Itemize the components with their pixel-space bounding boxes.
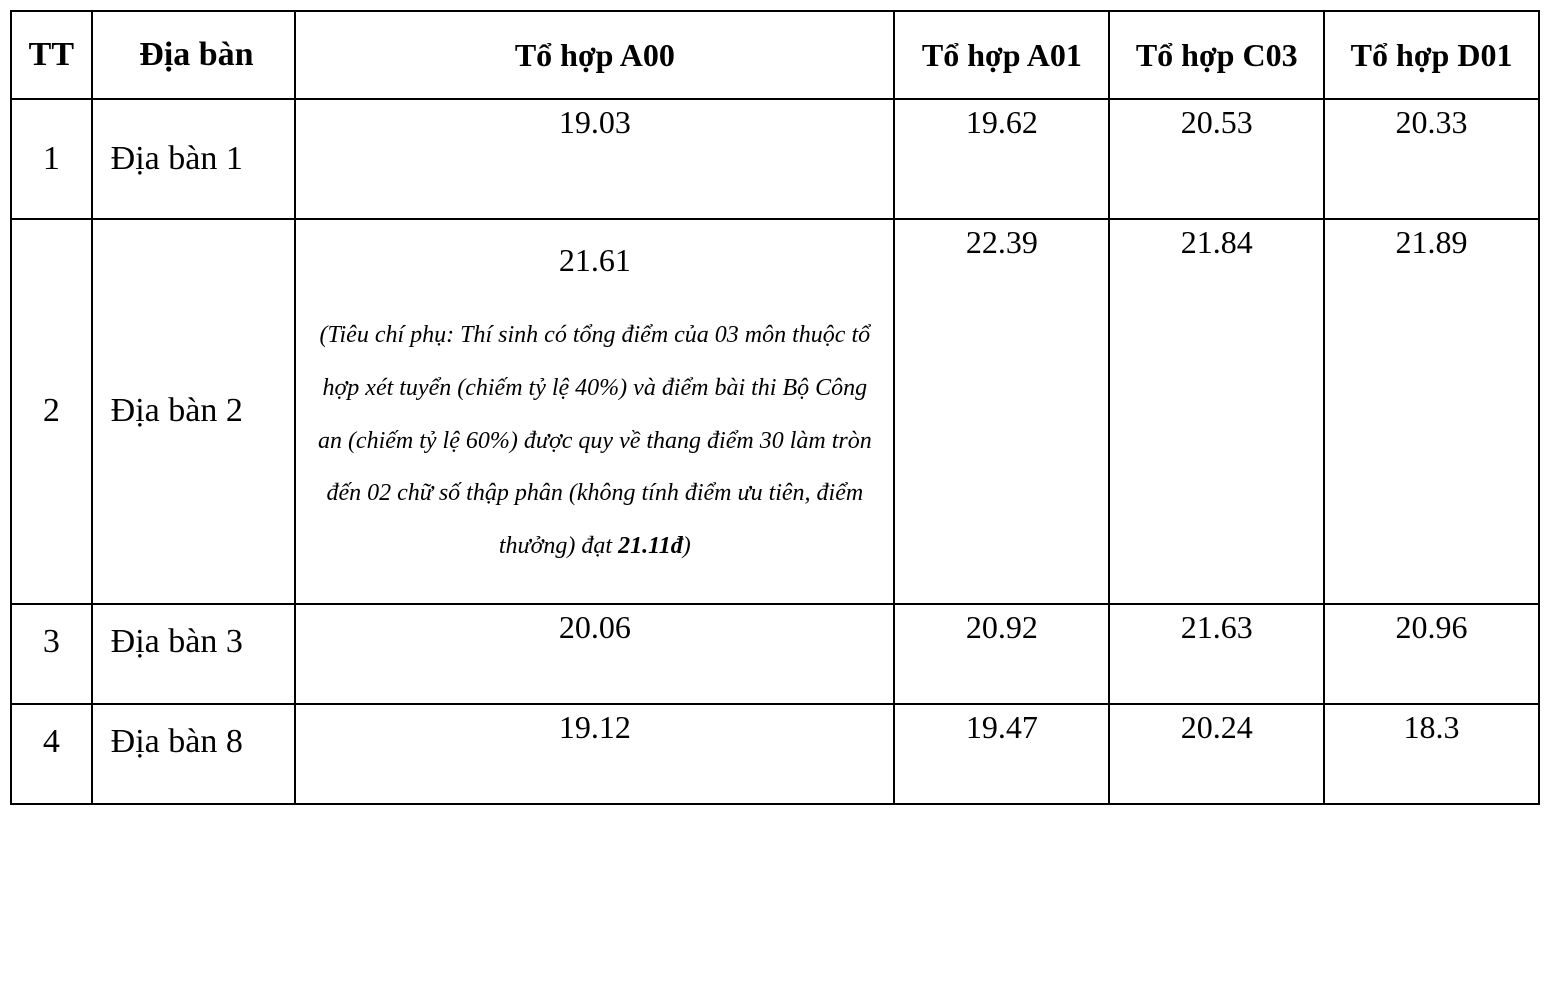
header-d01: Tổ hợp D01 — [1324, 11, 1539, 99]
cell-c03: 20.24 — [1109, 704, 1324, 804]
table-row: 3 Địa bàn 3 20.06 20.92 21.63 20.96 — [11, 604, 1539, 704]
cell-diaban: Địa bàn 2 — [92, 219, 296, 604]
cell-a00-score: 21.61 — [304, 238, 885, 279]
cell-c03: 20.53 — [1109, 99, 1324, 219]
cell-tt: 4 — [11, 704, 92, 804]
cell-a01: 19.47 — [894, 704, 1109, 804]
header-c03: Tổ hợp C03 — [1109, 11, 1324, 99]
cell-a00: 21.61 (Tiêu chí phụ: Thí sinh có tổng đi… — [295, 219, 894, 604]
cell-d01: 20.96 — [1324, 604, 1539, 704]
header-a00: Tổ hợp A00 — [295, 11, 894, 99]
cell-tt: 3 — [11, 604, 92, 704]
cell-a01: 19.62 — [894, 99, 1109, 219]
cell-a01: 22.39 — [894, 219, 1109, 604]
table-row: 2 Địa bàn 2 21.61 (Tiêu chí phụ: Thí sin… — [11, 219, 1539, 604]
cell-d01: 18.3 — [1324, 704, 1539, 804]
cell-c03: 21.84 — [1109, 219, 1324, 604]
header-diaban: Địa bàn — [92, 11, 296, 99]
cell-diaban: Địa bàn 8 — [92, 704, 296, 804]
cell-a00-note: (Tiêu chí phụ: Thí sinh có tổng điểm của… — [304, 309, 885, 573]
cell-d01: 21.89 — [1324, 219, 1539, 604]
note-bold-value: 21.11đ — [618, 533, 683, 559]
header-tt: TT — [11, 11, 92, 99]
note-prefix: (Tiêu chí phụ: Thí sinh có tổng điểm của… — [318, 322, 872, 559]
table-row: 1 Địa bàn 1 19.03 19.62 20.53 20.33 — [11, 99, 1539, 219]
cell-a00: 19.03 — [295, 99, 894, 219]
cell-a01: 20.92 — [894, 604, 1109, 704]
header-a01: Tổ hợp A01 — [894, 11, 1109, 99]
note-suffix: ) — [683, 533, 691, 559]
score-table: TT Địa bàn Tổ hợp A00 Tổ hợp A01 Tổ hợp … — [10, 10, 1540, 805]
cell-d01: 20.33 — [1324, 99, 1539, 219]
cell-c03: 21.63 — [1109, 604, 1324, 704]
table-row: 4 Địa bàn 8 19.12 19.47 20.24 18.3 — [11, 704, 1539, 804]
table-header-row: TT Địa bàn Tổ hợp A00 Tổ hợp A01 Tổ hợp … — [11, 11, 1539, 99]
cell-a00: 19.12 — [295, 704, 894, 804]
cell-diaban: Địa bàn 1 — [92, 99, 296, 219]
cell-a00: 20.06 — [295, 604, 894, 704]
cell-diaban: Địa bàn 3 — [92, 604, 296, 704]
cell-tt: 2 — [11, 219, 92, 604]
cell-tt: 1 — [11, 99, 92, 219]
